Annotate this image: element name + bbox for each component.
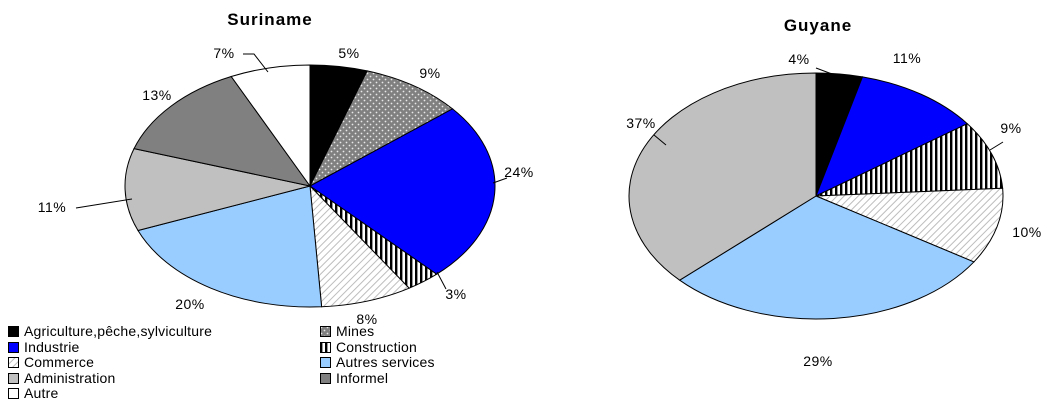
pie-slice-suriname-informel (133, 75, 312, 187)
leader-line-suriname-autre (243, 53, 269, 73)
leader-line-suriname-industrie (492, 177, 508, 184)
legend-label: Administration (24, 369, 116, 386)
leader-line-suriname-administration (75, 198, 133, 209)
legend-swatch (8, 357, 19, 369)
data-label-guyane-autres-services: 29% (803, 353, 833, 369)
legend-label: Construction (336, 338, 417, 355)
legend-swatch (320, 357, 331, 369)
legend-item-agriculture-peche-sylviculture: Agriculture,pêche,sylviculture (8, 323, 213, 340)
pie-slice-suriname-administration (124, 148, 311, 232)
legend-item-mines: Mines (320, 323, 375, 340)
legend-label: Informel (336, 369, 389, 386)
legend-swatch (320, 341, 331, 353)
data-label-guyane-industrie: 11% (893, 50, 921, 66)
legend-item-autres-services: Autres services (320, 354, 435, 371)
data-label-suriname-autres-services: 20% (175, 296, 205, 312)
legend-item-industrie: Industrie (8, 338, 80, 356)
leader-line-guyane-construction (989, 141, 1004, 151)
legend-item-administration: Administration (8, 369, 116, 387)
pie-slice-suriname-mines (308, 70, 454, 188)
pie-slice-guyane-administration (628, 72, 817, 281)
pie-slice-guyane-construction (815, 123, 1004, 197)
legend-label: Mines (336, 323, 375, 339)
pie-slice-suriname-autres-services (137, 185, 323, 308)
legend-swatch (320, 326, 331, 338)
chart-title-guyane: Guyane (784, 16, 852, 35)
data-label-guyane-agriculture-peche-sylviculture: 4% (788, 51, 809, 67)
data-label-suriname-industrie: 24% (504, 164, 534, 180)
legend-swatch (8, 326, 19, 338)
data-label-suriname-commerce: 8% (356, 311, 377, 327)
data-label-suriname-administration: 11% (38, 199, 66, 215)
legend-label: Autre (24, 385, 59, 401)
legend-swatch (8, 372, 19, 384)
pie-slice-guyane-autres-services (678, 195, 975, 320)
legend-item-commerce: Commerce (8, 354, 95, 371)
data-label-guyane-commerce: 10% (1012, 224, 1042, 240)
legend-swatch (320, 372, 331, 384)
legend-swatch (8, 341, 19, 353)
legend-label: Commerce (24, 354, 95, 370)
pie-slice-guyane-commerce (815, 187, 1004, 263)
data-label-guyane-construction: 9% (1000, 120, 1021, 136)
chart-title-suriname: Suriname (227, 10, 312, 29)
legend-label: Industrie (24, 338, 80, 355)
data-label-suriname-autre: 7% (213, 45, 234, 61)
legend-label: Autres services (336, 354, 435, 370)
legend-swatch (8, 388, 19, 400)
legend-item-autre: Autre (8, 385, 59, 402)
legend-item-construction: Construction (320, 338, 417, 356)
leader-line-suriname-construction (436, 271, 447, 290)
data-label-suriname-mines: 9% (419, 65, 440, 81)
data-label-suriname-agriculture-peche-sylviculture: 5% (338, 45, 359, 61)
data-label-suriname-construction: 3% (445, 286, 466, 302)
pie-slice-suriname-autre (230, 64, 311, 188)
pie-slice-suriname-commerce (309, 184, 411, 308)
data-label-suriname-informel: 13% (142, 87, 172, 103)
legend-label: Agriculture,pêche,sylviculture (24, 323, 213, 339)
legend-item-informel: Informel (320, 369, 389, 387)
pie-slice-suriname-industrie (309, 108, 496, 275)
pie-suriname: 5% 9% 24% 3% 8% 20% 11% 13% 7% (38, 45, 534, 327)
leader-line-guyane-agriculture-peche-sylviculture (815, 67, 833, 75)
pie-guyane: 4% 11% 9% 10% 29% 37% (626, 50, 1042, 369)
data-label-guyane-administration: 37% (626, 115, 656, 131)
pie-slice-guyane-industrie (815, 76, 969, 197)
legend: Agriculture,pêche,sylviculture Mines Indus… (8, 323, 528, 402)
leader-line-guyane-administration (653, 134, 667, 146)
